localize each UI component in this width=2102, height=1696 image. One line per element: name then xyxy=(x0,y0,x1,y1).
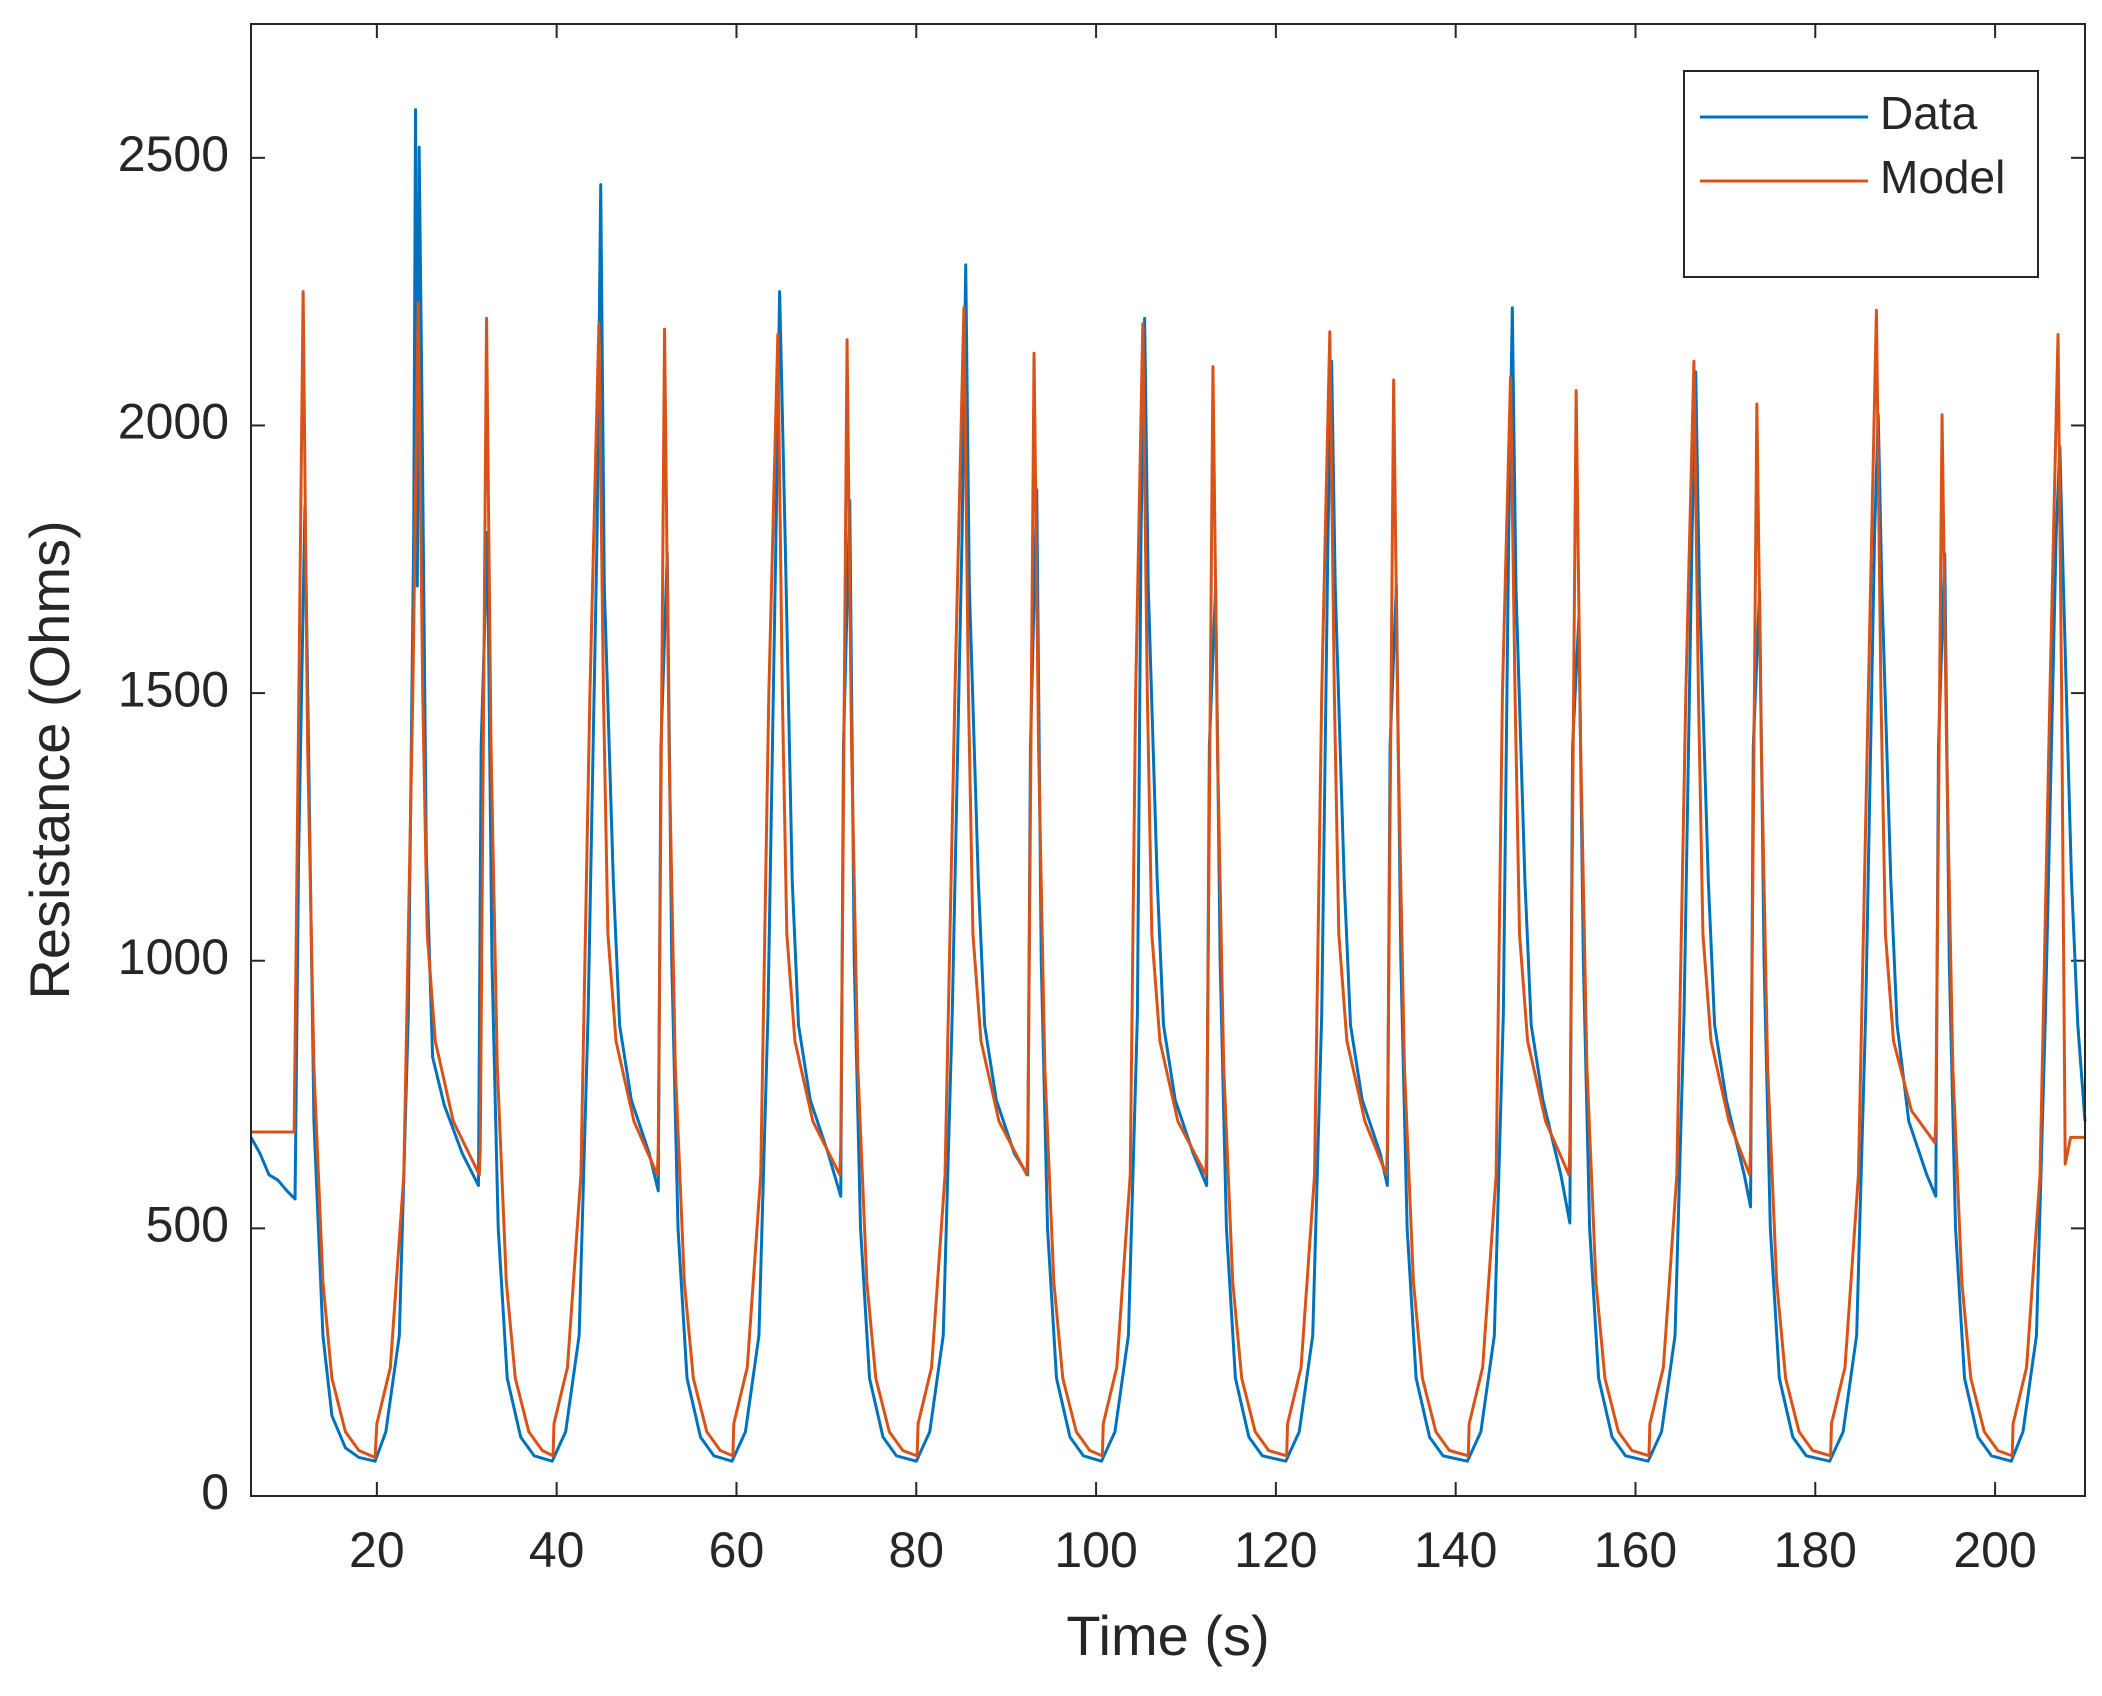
x-tick-label: 180 xyxy=(1774,1522,1857,1578)
plot-frame xyxy=(250,23,2086,1497)
x-tick-label: 40 xyxy=(529,1522,585,1578)
x-tick-label: 160 xyxy=(1594,1522,1677,1578)
x-tick-label: 100 xyxy=(1054,1522,1137,1578)
legend-label: Model xyxy=(1880,151,2005,203)
x-axis-label: Time (s) xyxy=(1066,1604,1269,1667)
x-tick-label: 80 xyxy=(888,1522,944,1578)
y-tick-label: 2500 xyxy=(118,126,229,182)
y-axis-label: Resistance (Ohms) xyxy=(18,520,81,999)
x-tick-label: 20 xyxy=(349,1522,405,1578)
x-tick-label: 60 xyxy=(709,1522,765,1578)
plot-lines xyxy=(249,108,2087,1463)
y-tick-label: 1500 xyxy=(118,661,229,717)
x-tick-label: 120 xyxy=(1234,1522,1317,1578)
legend-label: Data xyxy=(1880,87,1978,139)
y-tick-label: 500 xyxy=(146,1197,229,1253)
x-tick-label: 140 xyxy=(1414,1522,1497,1578)
y-tick-label: 0 xyxy=(201,1464,229,1520)
x-tick-label: 200 xyxy=(1953,1522,2036,1578)
y-tick-label: 2000 xyxy=(118,394,229,450)
y-tick-label: 1000 xyxy=(118,929,229,985)
legend-box xyxy=(1683,70,2039,278)
series-line xyxy=(251,290,2085,1459)
